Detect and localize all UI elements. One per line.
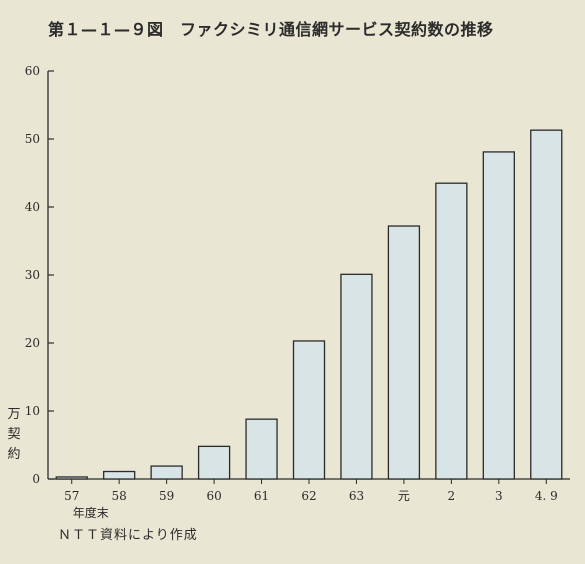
x-tick-label: 60 xyxy=(206,489,221,503)
x-tick-label: 63 xyxy=(349,489,364,503)
bar xyxy=(387,225,421,480)
chart-title: 第１—１—９図 ファクシミリ通信網サービス契約数の推移 xyxy=(48,20,494,39)
x-tick-label: 61 xyxy=(254,489,269,503)
y-axis-label-char: 契 xyxy=(7,427,20,442)
bars xyxy=(55,129,563,480)
y-tick-label: 40 xyxy=(25,200,40,214)
x-tick-label: 59 xyxy=(159,489,174,503)
y-axis-label-char: 約 xyxy=(7,447,20,462)
bar-chart: 0 10 20 30 40 50 60 万契約 57 58 59 60 61 62 63 元 2 3 4. 9 年度末 xyxy=(7,64,570,520)
bar xyxy=(340,273,373,480)
x-tick-label: 3 xyxy=(495,489,503,503)
y-tick-label: 50 xyxy=(25,132,40,146)
bar xyxy=(103,470,136,480)
y-axis-label-char: 万 xyxy=(7,407,20,422)
x-tick-label: 2 xyxy=(448,489,456,503)
y-tick-label: 30 xyxy=(25,268,40,282)
source-note: ＮＴＴ資料により作成 xyxy=(58,528,198,543)
bar xyxy=(435,182,468,480)
bar xyxy=(55,476,88,480)
bar xyxy=(530,129,563,480)
bar xyxy=(482,151,515,480)
x-axis-label: 年度末 xyxy=(73,505,109,520)
bar xyxy=(150,465,183,480)
bar xyxy=(197,445,231,480)
y-tick-label: 60 xyxy=(25,64,40,78)
bar xyxy=(292,340,326,480)
tick-labels: 0 10 20 30 40 50 60 万契約 57 58 59 60 61 62 63 元 2 3 4. 9 年度末 xyxy=(7,64,557,520)
y-tick-label: 10 xyxy=(25,404,40,418)
bar xyxy=(245,418,278,480)
x-tick-label: 57 xyxy=(64,489,79,503)
x-tick-label: 62 xyxy=(301,489,316,503)
y-tick-label: 20 xyxy=(25,336,40,350)
y-tick-label: 0 xyxy=(32,472,40,486)
x-tick-label: 58 xyxy=(112,489,127,503)
x-tick-label: 4. 9 xyxy=(535,489,558,503)
x-tick-label: 元 xyxy=(398,489,410,503)
